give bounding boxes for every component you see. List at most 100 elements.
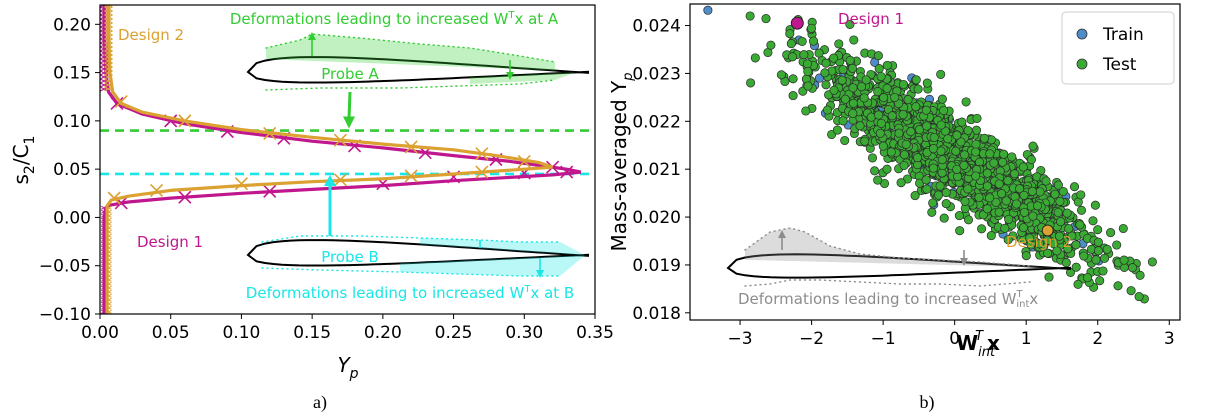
test-point xyxy=(928,163,938,173)
test-point xyxy=(1071,240,1081,250)
y-tick-label: 0.023 xyxy=(632,64,681,84)
test-point xyxy=(845,19,855,29)
test-point xyxy=(1043,248,1053,258)
test-point xyxy=(1027,186,1037,196)
test-point xyxy=(1033,201,1043,211)
test-point xyxy=(989,158,999,168)
test-point xyxy=(913,153,923,163)
test-point xyxy=(935,181,945,191)
x-tick-label: 0.15 xyxy=(293,323,331,343)
test-point xyxy=(1071,262,1081,272)
test-point xyxy=(1076,205,1087,215)
test-point xyxy=(951,146,961,156)
marker-stroke xyxy=(105,289,112,294)
test-point xyxy=(855,121,865,131)
marker-stroke xyxy=(104,46,113,52)
test-point xyxy=(1093,246,1104,256)
test-point xyxy=(766,40,776,50)
test-point xyxy=(1001,196,1011,206)
design-2-x-marker xyxy=(333,173,347,187)
probe-a-upper-deformation xyxy=(266,34,555,71)
test-point xyxy=(848,83,858,93)
test-point xyxy=(921,105,931,115)
design-1-x-marker xyxy=(110,96,124,111)
marker-stroke xyxy=(105,261,112,266)
marker-stroke xyxy=(104,82,113,88)
marker-stroke xyxy=(104,14,113,20)
test-point xyxy=(822,105,833,115)
test-point xyxy=(1004,214,1014,224)
test-point xyxy=(1021,251,1031,261)
test-point xyxy=(961,97,971,107)
marker-stroke xyxy=(234,177,248,191)
test-point xyxy=(899,160,909,171)
test-point xyxy=(913,84,923,94)
y-axis-ticks: −0.10 −0.05 0.00 0.05 0.10 0.15 0.20 xyxy=(39,15,100,325)
test-point xyxy=(954,211,964,221)
test-point xyxy=(776,70,786,80)
probe-a-lower-dots xyxy=(265,79,556,91)
marker-stroke xyxy=(105,257,112,262)
design-2-x-marker xyxy=(475,165,489,179)
x-tick-label: 0 xyxy=(949,329,960,349)
x-tick-label: −2 xyxy=(799,329,824,349)
test-point xyxy=(982,204,992,214)
marker-stroke xyxy=(178,114,192,128)
design-1-x-marker xyxy=(178,190,192,204)
test-point xyxy=(922,121,932,131)
test-point xyxy=(1018,223,1029,233)
test-point xyxy=(788,74,798,84)
test-point xyxy=(848,108,858,119)
test-point xyxy=(1058,186,1068,197)
test-point xyxy=(859,93,869,103)
marker-stroke xyxy=(104,62,113,68)
design-2-label: Design 2 xyxy=(1006,233,1072,251)
test-point xyxy=(840,135,850,146)
marker-stroke xyxy=(105,217,112,222)
test-point xyxy=(745,11,755,21)
marker-stroke xyxy=(104,58,113,64)
x-tick-label: 0.20 xyxy=(364,323,402,343)
test-point xyxy=(1056,217,1066,227)
test-point xyxy=(994,179,1004,189)
design-1-point xyxy=(790,16,804,30)
inset-airfoil xyxy=(726,227,1071,287)
test-point xyxy=(911,75,921,85)
test-point xyxy=(1118,223,1128,234)
test-point xyxy=(1019,190,1029,200)
test-point xyxy=(838,116,848,126)
test-point xyxy=(971,139,981,149)
test-point xyxy=(845,55,855,65)
marker-stroke xyxy=(104,86,113,92)
test-point xyxy=(937,94,947,104)
test-point xyxy=(1127,263,1138,273)
test-point xyxy=(1052,246,1062,256)
marker-stroke xyxy=(263,126,277,140)
marker-stroke xyxy=(404,169,418,183)
test-point xyxy=(829,85,839,95)
test-point xyxy=(997,189,1007,199)
x-tick-label: 0.35 xyxy=(576,323,614,343)
test-point xyxy=(1095,276,1105,286)
marker-stroke xyxy=(114,196,128,210)
test-point xyxy=(994,207,1004,217)
legend-box xyxy=(1061,11,1175,85)
test-point xyxy=(1126,286,1136,296)
marker-stroke xyxy=(104,6,113,12)
test-point xyxy=(894,128,904,138)
train-point xyxy=(703,5,713,15)
test-point xyxy=(937,155,947,165)
test-point xyxy=(761,14,771,24)
x-tick-label: 0.25 xyxy=(435,323,473,343)
probe-a-link-arrowhead xyxy=(343,116,355,129)
x-tick-label: −1 xyxy=(871,329,896,349)
marker-stroke xyxy=(105,221,112,226)
scatter-points xyxy=(703,5,1157,304)
design-2-x-marker xyxy=(263,126,277,140)
marker-stroke xyxy=(105,233,112,238)
test-point xyxy=(896,178,906,188)
x-tick-label: 1 xyxy=(1021,329,1032,349)
marker-stroke xyxy=(164,114,178,128)
test-point xyxy=(941,188,951,198)
